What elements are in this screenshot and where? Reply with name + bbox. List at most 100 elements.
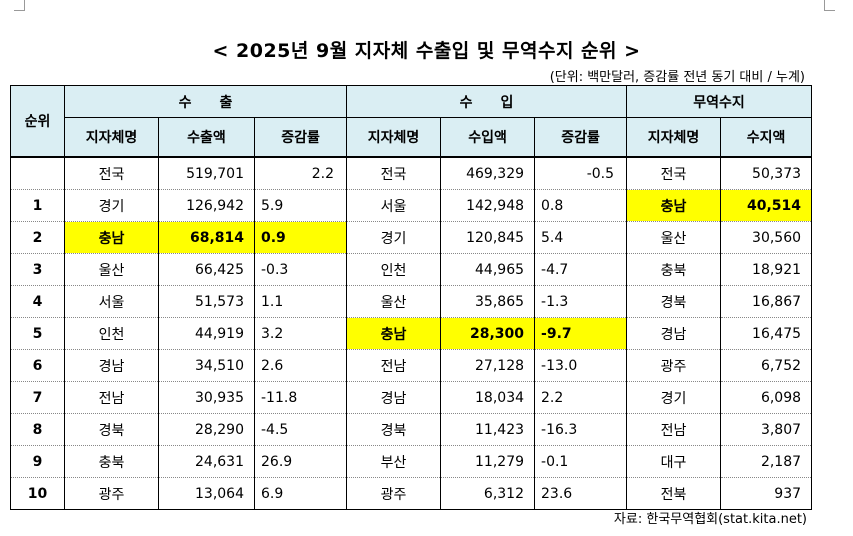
rank-cell: 6 [10, 349, 65, 382]
import-rate-cell: -9.7 [534, 317, 628, 350]
rank-cell: 8 [10, 413, 65, 446]
export-rate-cell: 3.2 [253, 317, 348, 350]
export-group-header: 수 출 [63, 85, 348, 118]
export-rate-cell: 2.6 [253, 349, 348, 382]
export-region-header: 지자체명 [64, 117, 159, 158]
import-amount-cell: 11,423 [440, 413, 536, 446]
import-rate-cell: -4.7 [534, 253, 628, 286]
import-region-cell: 서울 [346, 189, 442, 222]
import-region-cell: 경남 [346, 381, 442, 414]
rank-cell: 10 [10, 477, 65, 510]
rank-cell: 5 [10, 317, 65, 350]
export-amount-cell: 66,425 [158, 253, 255, 286]
export-region-cell: 경북 [64, 413, 159, 446]
import-rate-cell: -16.3 [534, 413, 628, 446]
balance-amount-cell: 16,867 [720, 285, 813, 318]
table-row: 1 경기 126,942 5.9 서울 142,948 0.8 충남 40,51… [10, 189, 813, 222]
unit-note: (단위: 백만달러, 증감률 전년 동기 대비 / 누계) [549, 70, 805, 85]
document-title: < 2025년 9월 지자체 수출입 및 무역수지 순위 > [212, 40, 641, 62]
export-region-cell: 충북 [64, 445, 159, 478]
balance-amount-cell: 3,807 [720, 413, 813, 446]
export-rate-cell: 6.9 [253, 477, 348, 510]
table-row: 2 충남 68,814 0.9 경기 120,845 5.4 울산 30,560 [10, 221, 813, 254]
import-region-cell: 인천 [346, 253, 442, 286]
export-rate-cell: -0.3 [253, 253, 348, 286]
export-rate-cell: 2.2 [253, 156, 348, 190]
export-amount-header: 수출액 [158, 117, 255, 158]
balance-region-cell: 경남 [626, 317, 722, 350]
balance-group-header: 무역수지 [626, 85, 813, 118]
balance-region-cell: 충남 [626, 189, 722, 222]
import-region-header: 지자체명 [346, 117, 442, 158]
import-rate-cell: -1.3 [534, 285, 628, 318]
export-region-cell: 전남 [64, 381, 159, 414]
export-amount-cell: 34,510 [158, 349, 255, 382]
rank-cell [10, 156, 65, 190]
import-rate-cell: 5.4 [534, 221, 628, 254]
import-amount-header: 수입액 [440, 117, 536, 158]
export-amount-cell: 13,064 [158, 477, 255, 510]
import-region-cell: 울산 [346, 285, 442, 318]
import-amount-cell: 44,965 [440, 253, 536, 286]
rank-cell: 7 [10, 381, 65, 414]
export-amount-cell: 28,290 [158, 413, 255, 446]
import-rate-cell: 2.2 [534, 381, 628, 414]
import-region-cell: 경북 [346, 413, 442, 446]
import-rate-cell: 23.6 [534, 477, 628, 510]
import-group-header: 수 입 [346, 85, 628, 118]
import-region-cell: 부산 [346, 445, 442, 478]
balance-region-cell: 대구 [626, 445, 722, 478]
import-region-cell: 경기 [346, 221, 442, 254]
export-rate-cell: 1.1 [253, 285, 348, 318]
balance-amount-cell: 18,921 [720, 253, 813, 286]
table-row: 6 경남 34,510 2.6 전남 27,128 -13.0 광주 6,752 [10, 349, 813, 382]
import-amount-cell: 142,948 [440, 189, 536, 222]
balance-region-cell: 전국 [626, 156, 722, 190]
table-row: 4 서울 51,573 1.1 울산 35,865 -1.3 경북 16,867 [10, 285, 813, 318]
balance-region-cell: 충북 [626, 253, 722, 286]
rank-cell: 1 [10, 189, 65, 222]
balance-amount-cell: 40,514 [720, 189, 813, 222]
import-region-cell: 전국 [346, 156, 442, 190]
rank-cell: 9 [10, 445, 65, 478]
export-rate-cell: -4.5 [253, 413, 348, 446]
import-rate-cell: -0.5 [534, 156, 628, 190]
rank-cell: 3 [10, 253, 65, 286]
import-region-cell: 광주 [346, 477, 442, 510]
balance-amount-cell: 30,560 [720, 221, 813, 254]
import-region-cell: 충남 [346, 317, 442, 350]
export-amount-cell: 24,631 [158, 445, 255, 478]
import-amount-cell: 35,865 [440, 285, 536, 318]
trade-ranking-table: 순위 수 출 수 입 무역수지 지자체명 수출액 증감률 지자체명 수입액 증감… [10, 85, 813, 510]
rank-cell: 4 [10, 285, 65, 318]
export-region-cell: 서울 [64, 285, 159, 318]
balance-amount-cell: 6,752 [720, 349, 813, 382]
balance-region-cell: 전남 [626, 413, 722, 446]
table-row: 9 충북 24,631 26.9 부산 11,279 -0.1 대구 2,187 [10, 445, 813, 478]
import-amount-cell: 27,128 [440, 349, 536, 382]
export-region-cell: 충남 [64, 221, 159, 254]
import-amount-cell: 18,034 [440, 381, 536, 414]
export-amount-cell: 51,573 [158, 285, 255, 318]
import-amount-cell: 6,312 [440, 477, 536, 510]
rank-header: 순위 [10, 85, 65, 158]
balance-amount-header: 수지액 [720, 117, 813, 158]
export-rate-header: 증감률 [253, 117, 348, 158]
balance-amount-cell: 937 [720, 477, 813, 510]
balance-region-cell: 울산 [626, 221, 722, 254]
export-rate-cell: 5.9 [253, 189, 348, 222]
export-region-cell: 경기 [64, 189, 159, 222]
balance-region-cell: 광주 [626, 349, 722, 382]
import-amount-cell: 469,329 [440, 156, 536, 190]
export-amount-cell: 30,935 [158, 381, 255, 414]
import-region-cell: 전남 [346, 349, 442, 382]
source-note: 자료: 한국무역협회(stat.kita.net) [613, 512, 807, 527]
balance-region-cell: 경기 [626, 381, 722, 414]
import-amount-cell: 28,300 [440, 317, 536, 350]
table-row: 10 광주 13,064 6.9 광주 6,312 23.6 전북 937 [10, 477, 813, 510]
export-region-cell: 울산 [64, 253, 159, 286]
page-corner-mark-right [824, 0, 835, 11]
export-amount-cell: 519,701 [158, 156, 255, 190]
table-row: 7 전남 30,935 -11.8 경남 18,034 2.2 경기 6,098 [10, 381, 813, 414]
import-rate-cell: -13.0 [534, 349, 628, 382]
